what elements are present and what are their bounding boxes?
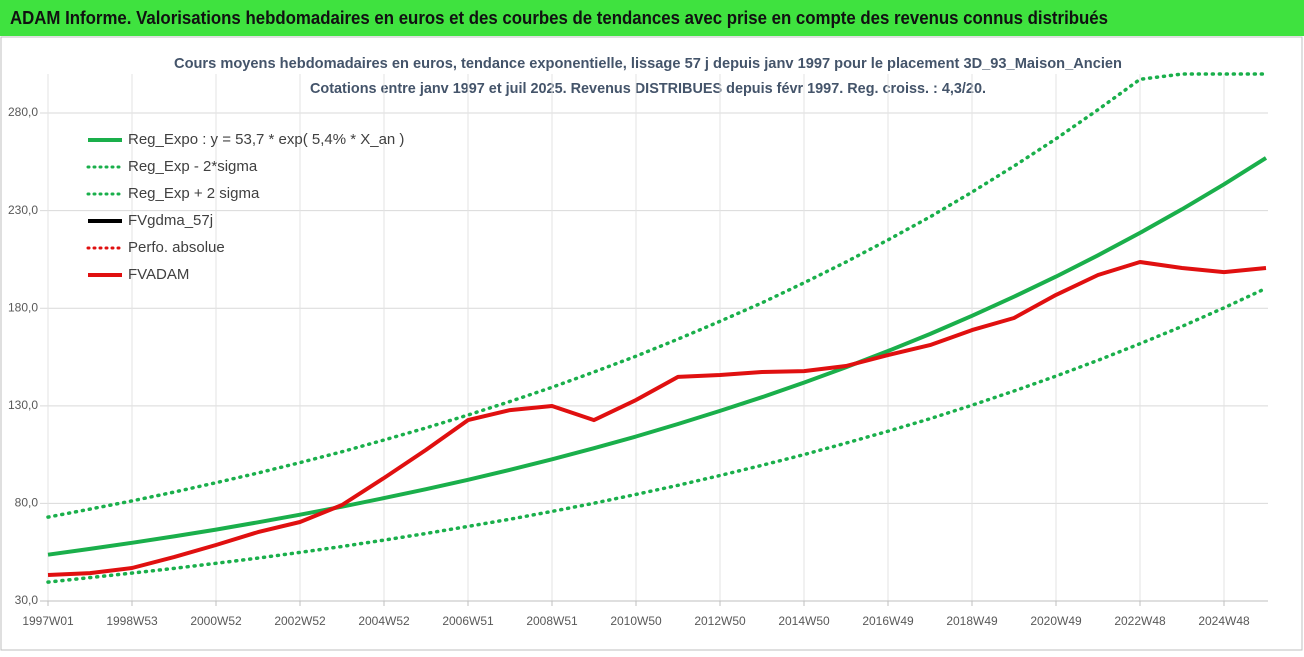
y-tick-label: 130,0 (8, 398, 38, 412)
y-tick-label: 80,0 (15, 496, 39, 510)
chart-frame (0, 36, 1303, 651)
x-tick-label: 2002W52 (274, 614, 326, 628)
series-line (46, 72, 1268, 519)
legend-label: Reg_Exp + 2 sigma (128, 185, 260, 202)
x-tick-label: 2006W51 (442, 614, 494, 628)
legend-label: Reg_Exp - 2*sigma (128, 158, 258, 175)
x-tick-label: 2018W49 (946, 614, 998, 628)
y-tick-label: 180,0 (8, 300, 38, 314)
plot-area: 30,0 80,0 130,0 180,0 230,0 280,0 1997W01 1998W… (8, 72, 1268, 628)
chart-title: Cours moyens hebdomadaires en euros, ten… (174, 55, 1122, 72)
legend-label: Perfo. absolue (128, 239, 225, 256)
x-tick-label: 2008W51 (526, 614, 578, 628)
legend-label: Reg_Expo : y = 53,7 * exp( 5,4% * X_an ) (128, 131, 404, 148)
y-tick-label: 280,0 (8, 105, 38, 119)
x-tick-label: 2012W50 (694, 614, 746, 628)
series-line (47, 260, 1267, 577)
header-bar (0, 0, 1304, 36)
y-tick-label: 30,0 (15, 593, 39, 607)
x-tick-label: 2014W50 (778, 614, 830, 628)
x-tick-label: 2020W49 (1030, 614, 1082, 628)
header-title: ADAM Informe. Valorisations hebdomadaire… (10, 8, 1108, 28)
series-line (47, 156, 1268, 557)
x-tick-label: 2010W50 (610, 614, 662, 628)
legend-label: FVADAM (128, 266, 189, 283)
x-tick-label: 2024W48 (1198, 614, 1250, 628)
x-tick-label: 1997W01 (22, 614, 74, 628)
chart-subtitle: Cotations entre janv 1997 et juil 2025. … (310, 80, 986, 97)
x-tick-label: 2004W52 (358, 614, 410, 628)
x-tick-label: 1998W53 (106, 614, 158, 628)
x-tick-label: 2016W49 (862, 614, 914, 628)
x-tick-label: 2000W52 (190, 614, 242, 628)
x-tick-label: 2022W48 (1114, 614, 1166, 628)
legend-label: FVgdma_57j (128, 212, 213, 229)
series-line (46, 286, 1268, 584)
y-tick-label: 230,0 (8, 203, 38, 217)
